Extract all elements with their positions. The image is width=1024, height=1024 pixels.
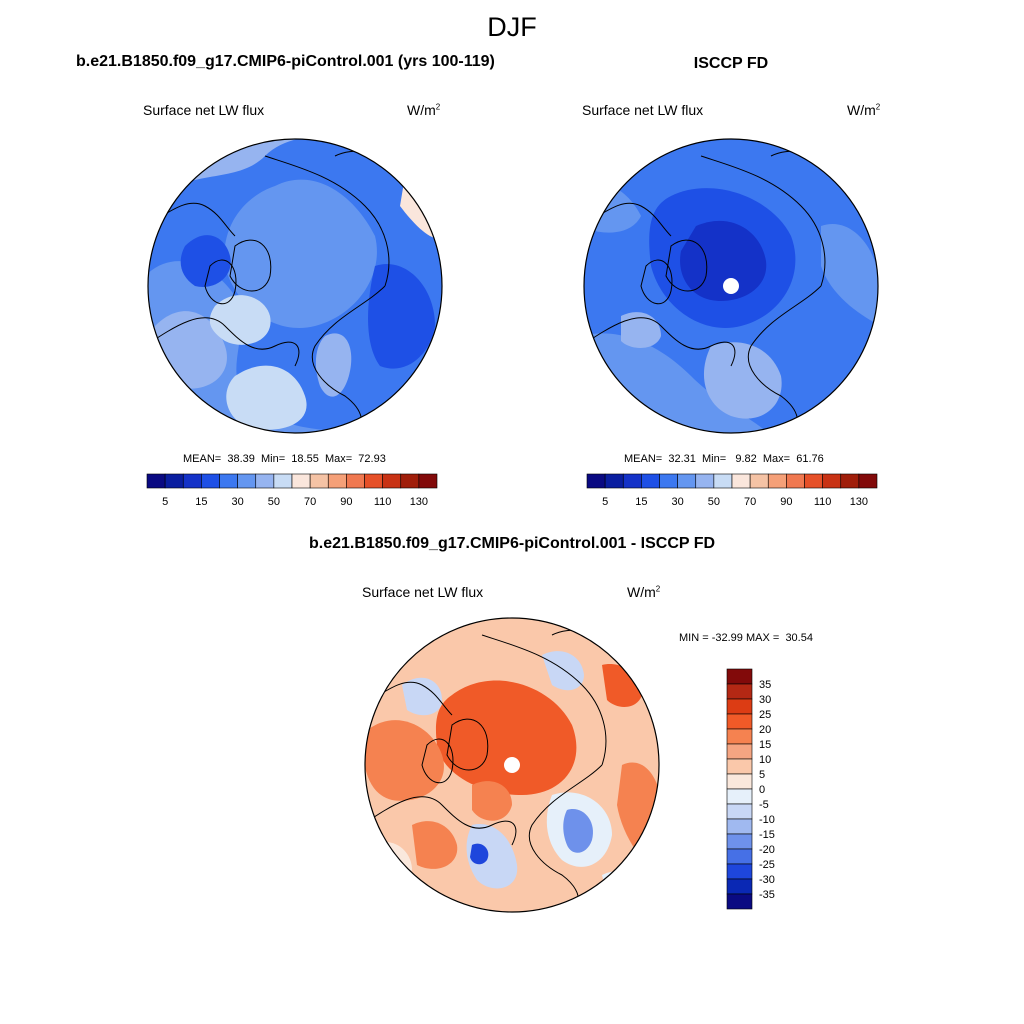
obs-colorbar-swatch — [767, 473, 787, 489]
diff-colorbar-label: -10 — [759, 814, 775, 826]
diff-colorbar-swatch — [726, 773, 753, 790]
model-colorbar-label: 30 — [232, 496, 244, 508]
model-colorbar-label: 110 — [374, 496, 392, 508]
obs-colorbar-swatch — [586, 473, 606, 489]
model-colorbar-label: 70 — [304, 496, 316, 508]
diff-colorbar-label: 10 — [759, 754, 771, 766]
diff-colorbar-label: 35 — [759, 679, 771, 691]
diff-colorbar-swatch — [726, 863, 753, 880]
diff-colorbar-swatch — [726, 713, 753, 730]
diff-colorbar-swatch — [726, 788, 753, 805]
diff-colorbar-swatch — [726, 848, 753, 865]
diff-colorbar-swatch — [726, 728, 753, 745]
obs-colorbar-swatch — [622, 473, 642, 489]
diff-stats: MIN = -32.99 MAX = 30.54 — [679, 632, 813, 644]
obs-colorbar-swatch — [695, 473, 715, 489]
obs-colorbar-swatch — [749, 473, 769, 489]
model-panel-title: b.e21.B1850.f09_g17.CMIP6-piControl.001 … — [76, 53, 495, 70]
diff-colorbar-label: -5 — [759, 799, 769, 811]
model-colorbar-swatch — [182, 473, 202, 489]
obs-colorbar-label: 15 — [635, 496, 647, 508]
diff-colorbar-swatch — [726, 683, 753, 700]
model-colorbar-swatch — [400, 473, 420, 489]
obs-colorbar-label: 130 — [850, 496, 868, 508]
model-colorbar-swatch — [418, 473, 438, 489]
model-colorbar-swatch — [291, 473, 311, 489]
diff-colorbar-label: 15 — [759, 739, 771, 751]
diff-polar-map — [364, 617, 660, 913]
model-colorbar-label: 90 — [340, 496, 352, 508]
model-polar-map — [147, 138, 443, 434]
model-stats: MEAN= 38.39 Min= 18.55 Max= 72.93 — [183, 453, 386, 465]
obs-colorbar-label: 30 — [672, 496, 684, 508]
model-colorbar-swatch — [219, 473, 238, 489]
obs-colorbar-swatch — [822, 473, 842, 489]
diff-colorbar-label: 25 — [759, 709, 771, 721]
diff-colorbar-label: -15 — [759, 829, 775, 841]
model-colorbar-label: 130 — [410, 496, 428, 508]
obs-variable-label: Surface net LW flux — [582, 102, 704, 118]
model-colorbar-label: 50 — [268, 496, 280, 508]
diff-colorbar-label: 5 — [759, 769, 765, 781]
model-colorbar-swatch — [164, 473, 184, 489]
model-colorbar-swatch — [327, 473, 347, 489]
diff-colorbar-swatch — [726, 818, 753, 835]
model-colorbar-label: 15 — [195, 496, 207, 508]
diff-variable-label: Surface net LW flux — [362, 584, 484, 600]
diff-colorbar-swatch — [726, 743, 753, 760]
diff-colorbar-label: -35 — [759, 889, 775, 901]
obs-colorbar-swatch — [731, 473, 751, 489]
diff-colorbar-label: 0 — [759, 784, 765, 796]
obs-colorbar-label: 70 — [744, 496, 756, 508]
diff-colorbar: 35 30 25 20 15 10 5 0 -5 -10 -15 -20 -25 -30 -35 — [726, 668, 775, 910]
model-units-label: W/m2 — [407, 102, 441, 118]
obs-colorbar-swatch — [804, 473, 823, 489]
diff-colorbar-label: -25 — [759, 859, 775, 871]
obs-colorbar-label: 50 — [708, 496, 720, 508]
obs-colorbar-swatch — [659, 473, 678, 489]
diff-colorbar-label: 30 — [759, 694, 771, 706]
obs-colorbar-swatch — [840, 473, 860, 489]
obs-colorbar-label: 90 — [780, 496, 792, 508]
obs-units-label: W/m2 — [847, 102, 881, 118]
model-colorbar-swatch — [201, 473, 220, 489]
diff-panel-title: b.e21.B1850.f09_g17.CMIP6-piControl.001 … — [308, 535, 716, 552]
diff-units-label: W/m2 — [627, 584, 661, 600]
model-colorbar-swatch — [382, 473, 402, 489]
model-colorbar-swatch — [273, 473, 293, 489]
model-colorbar: 5 15 30 50 70 90 110 130 — [146, 473, 438, 508]
diff-colorbar-swatch — [726, 803, 753, 820]
main-title: DJF — [487, 12, 537, 42]
model-colorbar-swatch — [237, 473, 257, 489]
obs-colorbar: 5 15 30 50 70 90 110 130 — [586, 473, 878, 508]
obs-panel-title: ISCCP FD — [693, 55, 769, 72]
model-variable-label: Surface net LW flux — [143, 102, 265, 118]
diff-colorbar-swatch — [726, 833, 753, 850]
obs-stats: MEAN= 32.31 Min= 9.82 Max= 61.76 — [624, 453, 824, 465]
model-colorbar-swatch — [364, 473, 383, 489]
diff-colorbar-swatch — [726, 698, 753, 715]
diff-colorbar-swatch — [726, 758, 753, 775]
diff-colorbar-swatch — [726, 878, 753, 895]
diff-colorbar-label: 20 — [759, 724, 771, 736]
obs-colorbar-swatch — [641, 473, 660, 489]
model-colorbar-swatch — [146, 473, 166, 489]
obs-colorbar-swatch — [604, 473, 624, 489]
diff-colorbar-swatch — [726, 668, 753, 685]
model-colorbar-label: 5 — [162, 496, 168, 508]
obs-colorbar-swatch — [858, 473, 878, 489]
obs-colorbar-label: 110 — [814, 496, 832, 508]
obs-colorbar-swatch — [713, 473, 733, 489]
obs-colorbar-swatch — [786, 473, 805, 489]
model-colorbar-swatch — [346, 473, 365, 489]
diff-colorbar-label: -20 — [759, 844, 775, 856]
obs-colorbar-label: 5 — [602, 496, 608, 508]
model-colorbar-swatch — [309, 473, 329, 489]
diff-colorbar-swatch — [726, 893, 753, 910]
obs-colorbar-swatch — [677, 473, 697, 489]
obs-polar-map — [583, 138, 879, 434]
model-colorbar-swatch — [255, 473, 275, 489]
diff-colorbar-label: -30 — [759, 874, 775, 886]
